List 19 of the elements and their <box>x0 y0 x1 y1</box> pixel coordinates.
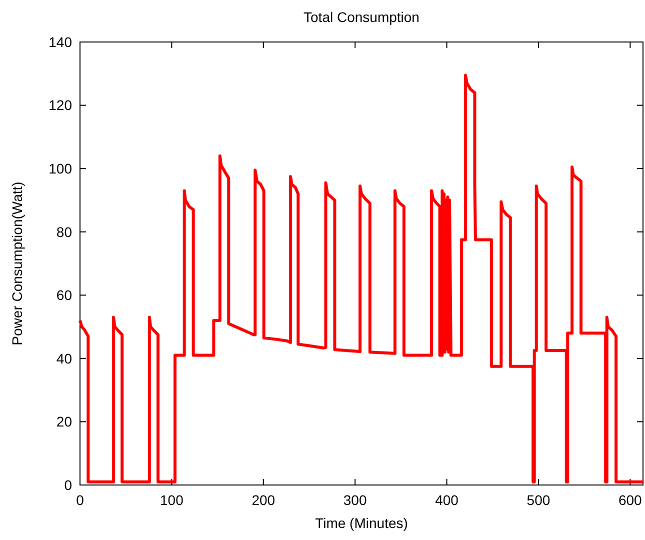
x-tick-label: 500 <box>526 492 550 508</box>
x-axis-title: Time (Minutes) <box>315 515 408 531</box>
x-tick-label: 100 <box>160 492 184 508</box>
x-tick-label: 200 <box>252 492 276 508</box>
x-tick-label: 300 <box>343 492 367 508</box>
x-tick-label: 400 <box>435 492 459 508</box>
y-tick-label: 80 <box>56 224 72 240</box>
y-tick-label: 140 <box>48 34 72 50</box>
y-tick-label: 120 <box>48 97 72 114</box>
y-tick-label: 100 <box>48 160 72 176</box>
y-tick-label: 20 <box>56 414 72 430</box>
y-tick-label: 60 <box>56 287 72 304</box>
x-tick-label: 0 <box>76 492 84 508</box>
y-axis-title: Power Consumption(Watt) <box>9 182 25 346</box>
y-tick-label: 0 <box>64 476 72 493</box>
y-tick-label: 40 <box>56 350 72 366</box>
x-tick-label: 600 <box>618 492 642 508</box>
chart-title: Total Consumption <box>304 9 420 25</box>
line-series <box>78 74 644 484</box>
